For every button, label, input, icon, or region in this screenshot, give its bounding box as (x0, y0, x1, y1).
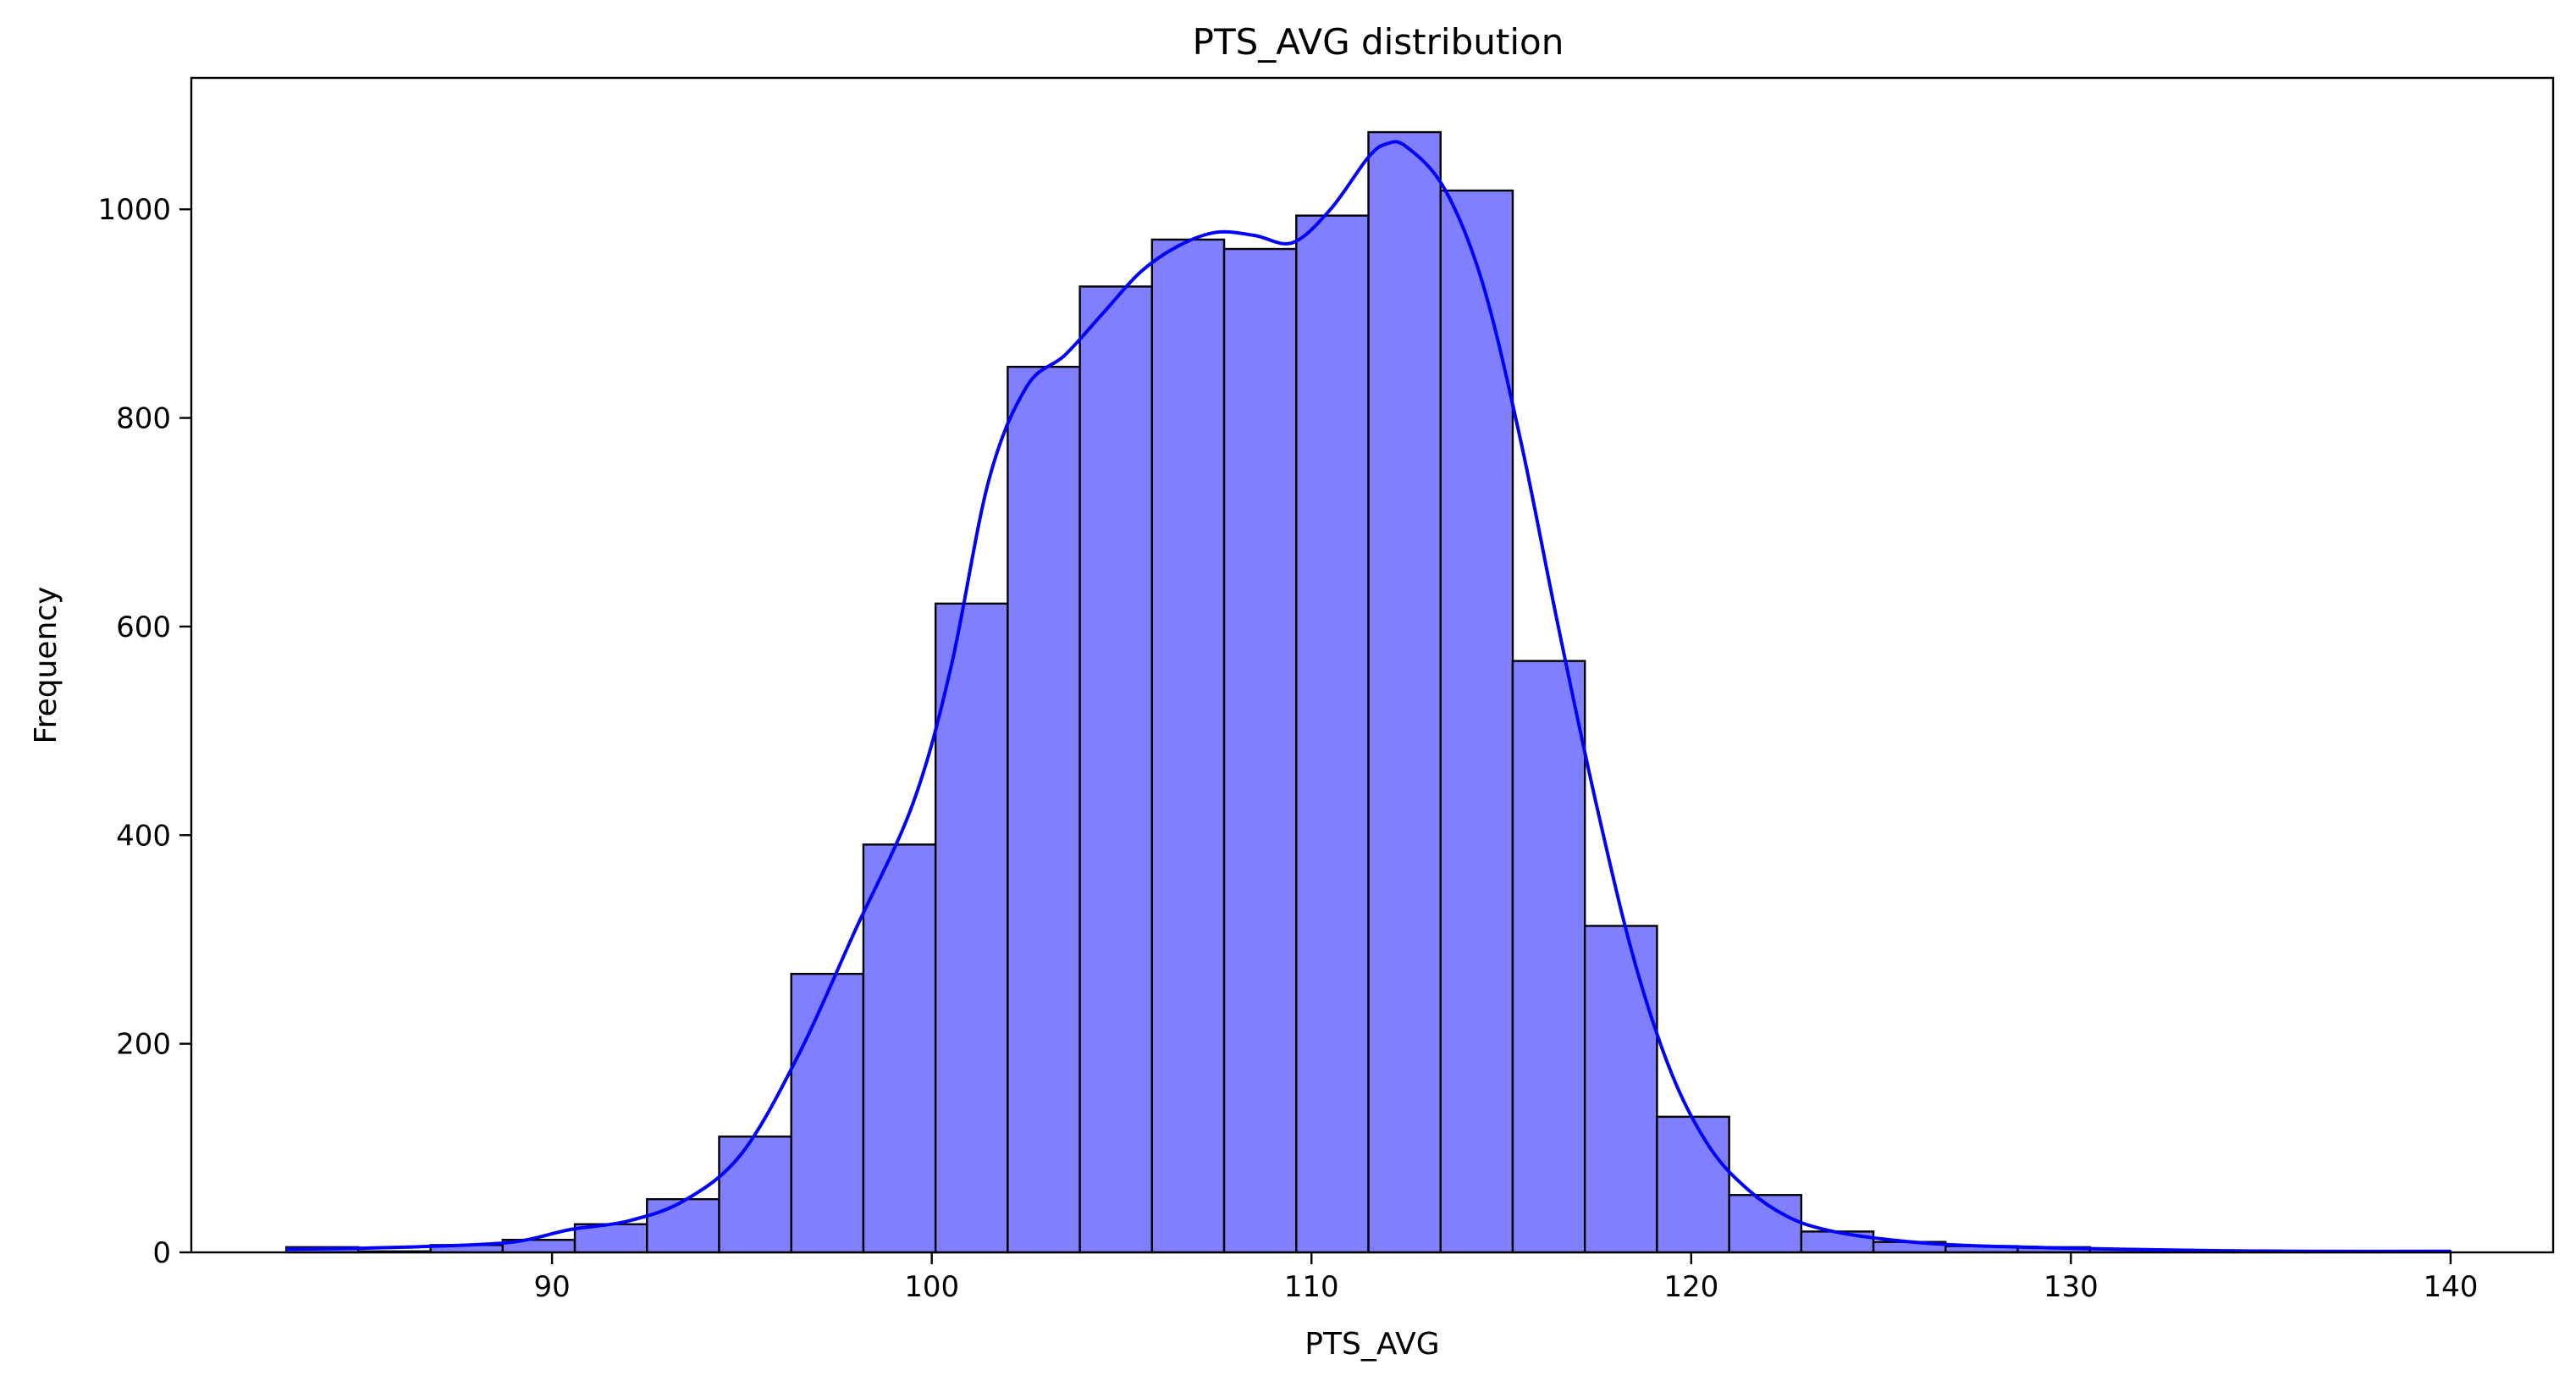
histogram-bar (1367, 130, 1442, 1254)
histogram-bar (1583, 925, 1658, 1254)
histogram-bar (718, 1136, 792, 1254)
histogram-bar (862, 843, 937, 1254)
y-tick-label: 1000 (97, 193, 171, 227)
x-tick-label: 100 (904, 1270, 959, 1304)
y-tick-label: 800 (116, 402, 171, 436)
histogram-bar (1078, 285, 1154, 1254)
x-tick-label: 120 (1663, 1270, 1718, 1304)
plot-area: 90 100 110 120 130 140 0 200 400 600 800 1000 (97, 76, 2555, 1304)
x-tick-label: 110 (1284, 1270, 1339, 1304)
histogram-bar (934, 602, 1009, 1254)
histogram-bar (1150, 238, 1226, 1254)
x-tick-label: 140 (2423, 1270, 2478, 1304)
histogram-bar (646, 1197, 720, 1254)
axes-frame (190, 76, 2555, 1254)
histogram-bar (1728, 1194, 1803, 1254)
histogram-bar (1656, 1115, 1730, 1254)
histogram-bar (1800, 1230, 1875, 1254)
histogram-bar (573, 1223, 648, 1254)
y-axis-label: Frequency (29, 587, 63, 744)
y-tick-label: 400 (116, 819, 171, 853)
y-tick-label: 600 (116, 611, 171, 644)
y-tick-label: 0 (152, 1236, 171, 1270)
kde-curve (286, 140, 2451, 1253)
histogram-bar (1511, 660, 1586, 1254)
x-axis-ticks: 90 100 110 120 130 140 (533, 1252, 2478, 1304)
histogram-bar (1439, 189, 1514, 1254)
x-tick-label: 130 (2044, 1270, 2099, 1304)
y-axis-ticks: 0 200 400 600 800 1000 (97, 193, 191, 1270)
x-axis-label: PTS_AVG (1305, 1327, 1439, 1362)
histogram-bar (1222, 247, 1298, 1254)
histogram-bars (284, 130, 2452, 1254)
x-tick-label: 90 (533, 1270, 570, 1304)
histogram-bar (1007, 366, 1081, 1254)
y-tick-label: 200 (116, 1028, 171, 1062)
histogram-bar (790, 972, 865, 1254)
histogram-bar (1295, 214, 1370, 1254)
chart-title: PTS_AVG distribution (1193, 21, 1564, 63)
